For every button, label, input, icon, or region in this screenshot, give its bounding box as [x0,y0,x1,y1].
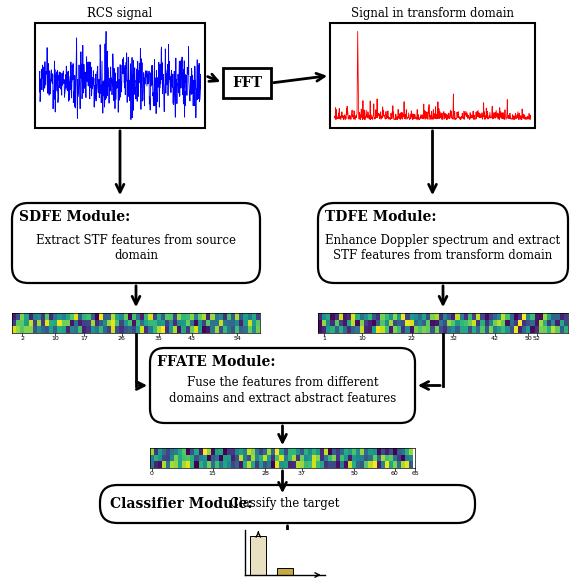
Text: Fuse the features from different
domains and extract abstract features: Fuse the features from different domains… [169,376,396,405]
FancyBboxPatch shape [100,485,475,523]
FancyBboxPatch shape [12,203,260,283]
Text: Extract STF features from source
domain: Extract STF features from source domain [36,234,236,262]
Text: FFATE Module:: FFATE Module: [157,355,276,369]
Text: Signal in transform domain: Signal in transform domain [351,7,514,20]
FancyBboxPatch shape [150,348,415,423]
FancyBboxPatch shape [223,68,271,98]
Text: Classify the target: Classify the target [230,498,339,510]
Text: Enhance Doppler spectrum and extract
STF features from transform domain: Enhance Doppler spectrum and extract STF… [325,234,560,262]
Bar [35,23,205,128]
Bar [330,23,535,128]
FancyBboxPatch shape [318,203,568,283]
Text: TDFE Module:: TDFE Module: [325,210,437,224]
Text: SDFE Module:: SDFE Module: [19,210,130,224]
Text: FFT: FFT [232,76,262,90]
Text: RCS signal: RCS signal [88,7,153,20]
Text: Classifier Module:: Classifier Module: [110,497,252,511]
